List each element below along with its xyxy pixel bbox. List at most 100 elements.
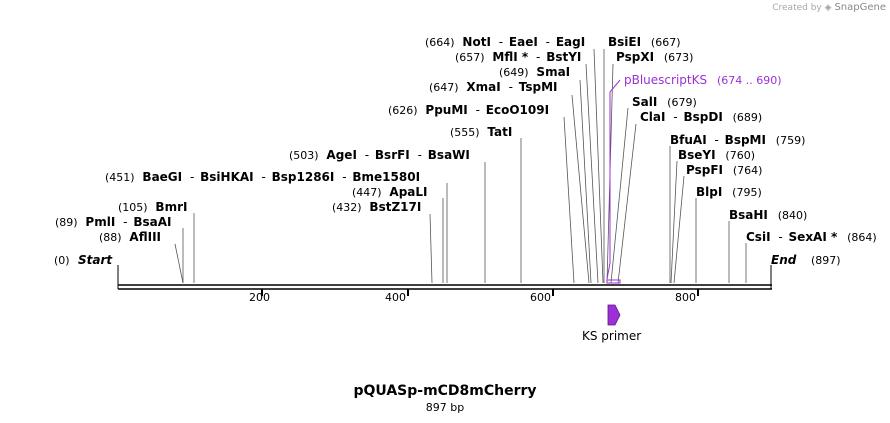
site-pos: (864) xyxy=(847,231,877,244)
enzyme-name: BsaWI xyxy=(428,148,470,162)
enzyme-name: EcoO109I xyxy=(486,103,549,117)
watermark-brand: SnapGene xyxy=(834,2,886,13)
site-pos: (664) xyxy=(425,36,455,49)
site-label-447[interactable]: (447) ApaLI xyxy=(352,185,428,199)
feature-pbluescriptks[interactable]: pBluescriptKS (674 .. 690) xyxy=(606,73,782,284)
ruler-tick-600 xyxy=(552,289,554,296)
site-leader-lines xyxy=(174,48,747,284)
enzyme-name: SmaI xyxy=(536,65,570,79)
enzyme-name: TatI xyxy=(487,125,512,139)
site-pos: (447) xyxy=(352,186,382,199)
feature-name: pBluescriptKS xyxy=(624,73,707,87)
enzyme-name: BseYI xyxy=(678,148,716,162)
enzyme-name: MflI * xyxy=(492,50,528,64)
site-label-764[interactable]: PspFI (764) xyxy=(686,163,762,177)
ruler-label-200: 200 xyxy=(249,291,270,304)
site-label-840[interactable]: BsaHI (840) xyxy=(729,208,807,222)
site-label-88[interactable]: (88) AflIII xyxy=(99,230,161,244)
enzyme-name: BstYI xyxy=(546,50,581,64)
enzyme-name: BaeGI xyxy=(142,170,182,184)
site-pos: (760) xyxy=(725,149,755,162)
site-label-864[interactable]: CsiI - SexAI * (864) xyxy=(746,230,877,244)
enzyme-name: BmrI xyxy=(155,200,187,214)
enzyme-name: EagI xyxy=(556,35,585,49)
site-label-555[interactable]: (555) TatI xyxy=(450,125,512,139)
enzyme-name: BfuAI xyxy=(670,133,707,147)
enzyme-name: BsiEI xyxy=(608,35,641,49)
site-label-503[interactable]: (503) AgeI - BsrFI - BsaWI xyxy=(289,148,470,162)
enzyme-name: BspMI xyxy=(725,133,766,147)
site-pos: (679) xyxy=(667,96,697,109)
site-pos: (764) xyxy=(733,164,763,177)
ks-primer-arrow-icon[interactable] xyxy=(607,304,621,326)
enzyme-name: PspXI xyxy=(616,50,654,64)
end-position: (897) xyxy=(811,254,841,267)
map-title: pQUASp-mCD8mCherry xyxy=(353,383,537,399)
watermark-prefix: Created by xyxy=(772,3,822,13)
site-label-664[interactable]: (664) NotI - EaeI - EagI xyxy=(425,35,585,49)
site-label-667[interactable]: BsiEI (667) xyxy=(608,35,681,49)
site-pos: (689) xyxy=(733,111,763,124)
site-label-105[interactable]: (105) BmrI xyxy=(118,200,187,214)
site-label-626[interactable]: (626) PpuMI - EcoO109I xyxy=(388,103,549,117)
site-label-679[interactable]: SalI (679) xyxy=(632,95,697,109)
site-pos: (647) xyxy=(429,81,459,94)
enzyme-name: BsrFI xyxy=(375,148,410,162)
site-pos: (759) xyxy=(776,134,806,147)
enzyme-name: Bsp1286I xyxy=(272,170,335,184)
ruler: 200 400 600 800 xyxy=(249,289,699,304)
enzyme-name: XmaI xyxy=(466,80,500,94)
site-pos: (673) xyxy=(664,51,694,64)
map-length: 897 bp xyxy=(425,401,465,414)
site-pos: (667) xyxy=(651,36,681,49)
ruler-tick-200 xyxy=(261,289,263,296)
enzyme-name: ClaI xyxy=(640,110,665,124)
enzyme-name: Bme1580I xyxy=(352,170,420,184)
site-pos: (657) xyxy=(455,51,485,64)
site-label-657[interactable]: (657) MflI * - BstYI xyxy=(455,50,581,64)
enzyme-name: BlpI xyxy=(696,185,722,199)
enzyme-name: BsaHI xyxy=(729,208,768,222)
site-label-432[interactable]: (432) BstZ17I xyxy=(332,200,421,214)
enzyme-name: PmlI xyxy=(85,215,115,229)
start-position: (0) xyxy=(54,254,70,267)
site-pos: (795) xyxy=(732,186,762,199)
site-pos: (432) xyxy=(332,201,362,214)
enzyme-name: ApaLI xyxy=(389,185,427,199)
site-label-759[interactable]: BfuAI - BspMI (759) xyxy=(670,133,805,147)
site-pos: (649) xyxy=(499,66,529,79)
enzyme-name: SexAI * xyxy=(789,230,838,244)
site-pos: (503) xyxy=(289,149,319,162)
site-label-795[interactable]: BlpI (795) xyxy=(696,185,762,199)
site-label-451[interactable]: (451) BaeGI - BsiHKAI - Bsp1286I - Bme15… xyxy=(105,170,420,184)
enzyme-name: BsaAI xyxy=(133,215,171,229)
ruler-label-800: 800 xyxy=(675,291,696,304)
enzyme-name: AgeI xyxy=(326,148,356,162)
site-label-647[interactable]: (647) XmaI - TspMI xyxy=(429,80,557,94)
ruler-tick-800 xyxy=(697,289,699,296)
site-pos: (626) xyxy=(388,104,418,117)
ruler-label-400: 400 xyxy=(385,291,406,304)
enzyme-name: BsiHKAI xyxy=(200,170,254,184)
site-label-689[interactable]: ClaI - BspDI (689) xyxy=(640,110,762,124)
enzyme-name: EaeI xyxy=(509,35,538,49)
ruler-label-600: 600 xyxy=(530,291,551,304)
site-label-760[interactable]: BseYI (760) xyxy=(678,148,755,162)
site-pos: (840) xyxy=(778,209,808,222)
enzyme-name: PpuMI xyxy=(425,103,467,117)
site-label-649[interactable]: (649) SmaI xyxy=(499,65,570,79)
site-label-89[interactable]: (89) PmlI - BsaAI xyxy=(55,215,171,229)
enzyme-name: PspFI xyxy=(686,163,723,177)
enzyme-name: AflIII xyxy=(129,230,161,244)
enzyme-name: NotI xyxy=(462,35,491,49)
ruler-tick-400 xyxy=(407,289,409,296)
snapgene-logo-icon: ◈ xyxy=(824,3,832,13)
enzyme-name: BstZ17I xyxy=(369,200,421,214)
site-label-673[interactable]: PspXI (673) xyxy=(616,50,693,64)
start-label: Start xyxy=(78,253,113,267)
enzyme-name: CsiI xyxy=(746,230,771,244)
feature-bar xyxy=(606,279,621,284)
enzyme-name: TspMI xyxy=(519,80,558,94)
enzyme-name: BspDI xyxy=(683,110,722,124)
